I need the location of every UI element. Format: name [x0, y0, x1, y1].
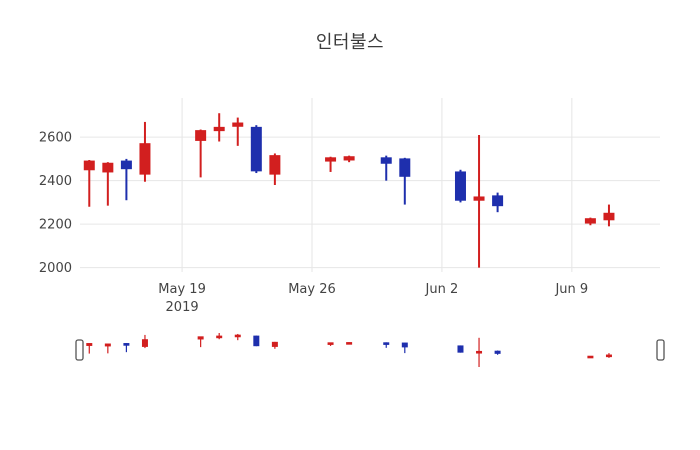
range-slider-candle-body	[253, 335, 260, 347]
range-slider-candle-body	[383, 342, 390, 345]
candlestick-body	[603, 212, 615, 221]
y-tick-label: 2200	[39, 218, 72, 233]
range-slider-candle-body	[104, 343, 111, 347]
range-slider-candle-body	[346, 342, 353, 345]
range-slider-candle-body	[401, 342, 408, 348]
candlestick-body	[83, 160, 95, 171]
candlestick-body	[584, 218, 596, 224]
candlestick-body	[102, 162, 114, 173]
candlestick-body	[213, 126, 225, 132]
x-tick-label: Jun 2	[425, 282, 459, 297]
x-tick-label: May 26	[288, 282, 336, 297]
x-tick-label: May 19	[158, 282, 206, 297]
range-slider-candle-body	[476, 350, 483, 354]
candlestick-body	[473, 196, 485, 201]
candlestick-body	[454, 171, 466, 201]
candlestick-body	[250, 126, 262, 172]
range-slider-candle-body	[197, 336, 204, 340]
candlestick-body	[492, 195, 504, 207]
candlestick-body	[325, 157, 337, 162]
range-slider-candle-body	[216, 335, 223, 339]
x-tick-label: Jun 9	[554, 282, 588, 297]
range-slider-candle-body	[86, 343, 93, 346]
candlestick-body	[195, 130, 207, 141]
range-slider-handle-right[interactable]	[656, 339, 665, 361]
x-tick-year-label: 2019	[166, 300, 199, 315]
candlestick-body	[380, 157, 392, 164]
range-slider-candle-body	[271, 341, 278, 347]
y-tick-label: 2000	[39, 261, 72, 276]
candlestick-body	[269, 155, 281, 175]
range-slider-candle-body	[494, 350, 501, 354]
range-slider-candle-body	[123, 343, 130, 346]
range-slider-candle-body	[605, 354, 612, 358]
candlestick-body	[139, 143, 151, 175]
y-tick-label: 2600	[39, 131, 72, 146]
range-slider-handle-left[interactable]	[75, 339, 84, 361]
candlestick-body	[399, 158, 411, 177]
y-tick-label: 2400	[39, 174, 72, 189]
range-slider-candle-body	[234, 334, 241, 338]
range-slider-candle-body	[457, 345, 464, 353]
candlestick-body	[120, 160, 132, 170]
candlestick-body	[343, 156, 355, 161]
range-slider-candle-body	[141, 339, 148, 347]
chart-title: 인터불스	[315, 32, 385, 53]
candlestick-body	[232, 122, 244, 127]
range-slider-candle-body	[327, 342, 334, 345]
range-slider-candle-body	[587, 355, 594, 359]
